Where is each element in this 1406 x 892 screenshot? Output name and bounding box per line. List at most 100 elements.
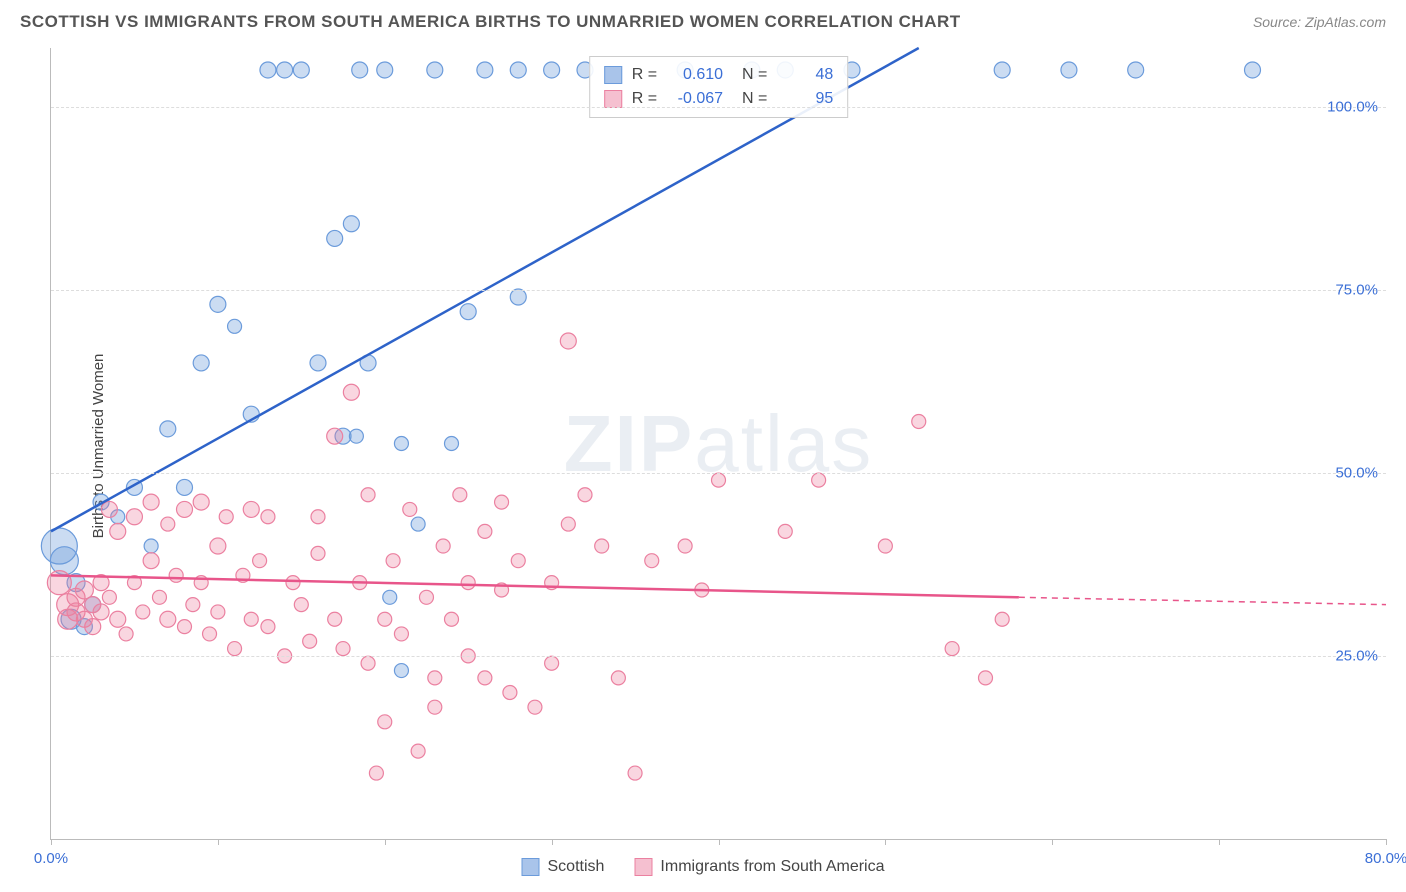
y-tick-label: 25.0% <box>1335 647 1378 664</box>
y-tick-label: 100.0% <box>1327 98 1378 115</box>
data-point <box>211 605 225 619</box>
data-point <box>293 62 309 78</box>
data-point <box>419 590 433 604</box>
data-point <box>101 501 117 517</box>
legend-item: Immigrants from South America <box>634 858 884 876</box>
data-point <box>85 619 101 635</box>
stat-n-value: 48 <box>777 63 833 87</box>
data-point <box>126 509 142 525</box>
data-point <box>178 620 192 634</box>
data-point <box>428 700 442 714</box>
data-point <box>311 546 325 560</box>
data-point <box>510 289 526 305</box>
data-point <box>645 554 659 568</box>
data-point <box>343 384 359 400</box>
data-point <box>460 304 476 320</box>
legend-label: Scottish <box>548 858 605 876</box>
stat-r-label: R = <box>632 63 657 87</box>
data-point <box>511 554 525 568</box>
data-point <box>303 634 317 648</box>
data-point <box>143 553 159 569</box>
data-point <box>243 501 259 517</box>
data-point <box>361 488 375 502</box>
data-point <box>477 62 493 78</box>
data-point <box>327 230 343 246</box>
data-point <box>403 502 417 516</box>
data-point <box>47 571 71 595</box>
data-point <box>50 547 78 575</box>
data-point <box>411 517 425 531</box>
data-point <box>436 539 450 553</box>
data-point <box>244 612 258 626</box>
data-point <box>327 428 343 444</box>
x-tick <box>552 839 553 845</box>
x-tick <box>51 839 52 845</box>
x-tick <box>385 839 386 845</box>
data-point <box>812 473 826 487</box>
data-point <box>1245 62 1261 78</box>
scatter-plot <box>51 48 1386 839</box>
data-point <box>394 437 408 451</box>
data-point <box>102 590 116 604</box>
stat-legend: R =0.610 N =48R =-0.067 N =95 <box>589 56 849 118</box>
data-point <box>453 488 467 502</box>
data-point <box>203 627 217 641</box>
data-point <box>994 62 1010 78</box>
data-point <box>343 216 359 232</box>
data-point <box>177 501 193 517</box>
data-point <box>369 766 383 780</box>
data-point <box>161 517 175 531</box>
data-point <box>678 539 692 553</box>
gridline <box>51 107 1386 108</box>
data-point <box>578 488 592 502</box>
data-point <box>1061 62 1077 78</box>
data-point <box>228 642 242 656</box>
x-tick <box>1052 839 1053 845</box>
data-point <box>628 766 642 780</box>
data-point <box>286 576 300 590</box>
stat-n-label: N = <box>733 63 767 87</box>
data-point <box>561 517 575 531</box>
data-point <box>378 612 392 626</box>
data-point <box>478 524 492 538</box>
data-point <box>378 715 392 729</box>
data-point <box>878 539 892 553</box>
data-point <box>310 355 326 371</box>
data-point <box>261 510 275 524</box>
gridline <box>51 290 1386 291</box>
data-point <box>995 612 1009 626</box>
data-point <box>110 611 126 627</box>
data-point <box>712 473 726 487</box>
data-point <box>386 554 400 568</box>
data-point <box>219 510 233 524</box>
stat-r-value: 0.610 <box>667 63 723 87</box>
x-tick <box>719 839 720 845</box>
data-point <box>503 686 517 700</box>
source-label: Source: ZipAtlas.com <box>1253 14 1386 30</box>
x-tick <box>218 839 219 845</box>
data-point <box>361 656 375 670</box>
data-point <box>377 62 393 78</box>
data-point <box>311 510 325 524</box>
x-tick <box>885 839 886 845</box>
data-point <box>611 671 625 685</box>
data-point <box>352 62 368 78</box>
data-point <box>177 479 193 495</box>
data-point <box>394 627 408 641</box>
data-point <box>912 415 926 429</box>
data-point <box>478 671 492 685</box>
data-point <box>119 627 133 641</box>
data-point <box>160 611 176 627</box>
data-point <box>560 333 576 349</box>
data-point <box>186 598 200 612</box>
data-point <box>169 568 183 582</box>
y-tick-label: 75.0% <box>1335 281 1378 298</box>
data-point <box>328 612 342 626</box>
data-point <box>93 604 109 620</box>
gridline <box>51 656 1386 657</box>
data-point <box>1128 62 1144 78</box>
data-point <box>144 539 158 553</box>
data-point <box>349 429 363 443</box>
data-point <box>261 620 275 634</box>
data-point <box>210 538 226 554</box>
